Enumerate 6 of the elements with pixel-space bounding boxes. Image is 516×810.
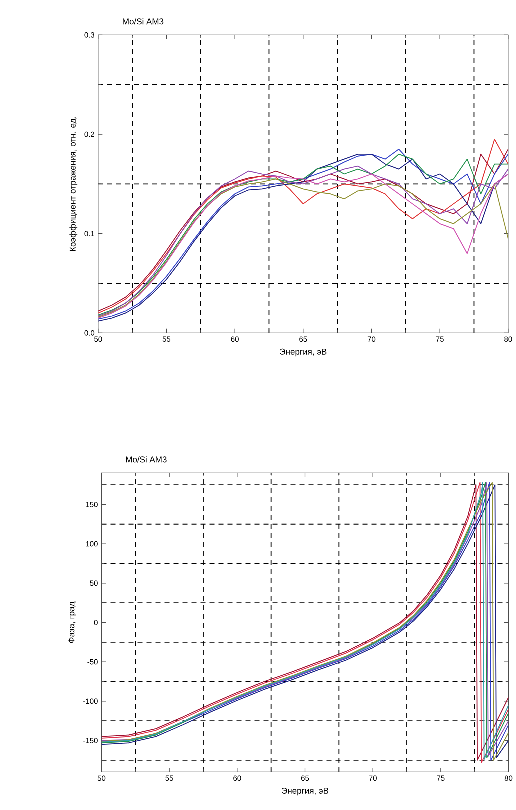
x-axis-title: Энергия, эВ bbox=[280, 348, 327, 357]
y-axis-title: Фаза, град bbox=[68, 602, 76, 644]
chart-title: Mo/Si AM3 bbox=[126, 456, 167, 463]
x-axis-title: Энергия, эВ bbox=[282, 788, 328, 796]
y-axis-title: Коэффициент отражения, отн. ед. bbox=[70, 117, 78, 252]
chart-title: Mo/Si AM3 bbox=[123, 18, 164, 25]
